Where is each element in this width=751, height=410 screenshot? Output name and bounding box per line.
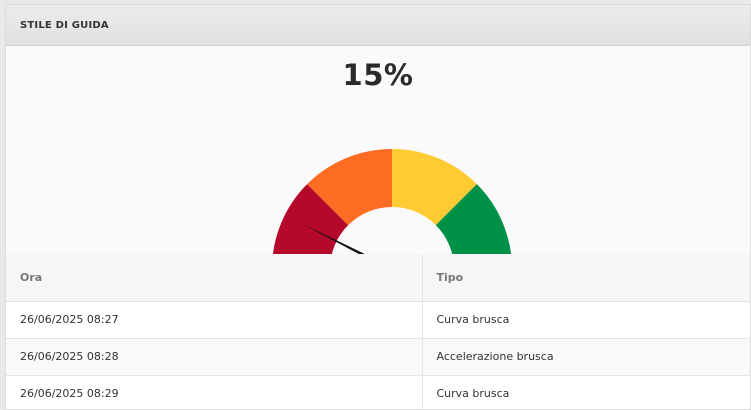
cell-tipo: Accelerazione brusca: [422, 338, 750, 376]
column-header-tipo[interactable]: Tipo: [422, 254, 750, 302]
cell-tipo: Curva brusca: [422, 301, 750, 339]
table-row[interactable]: 26/06/2025 08:27 Curva brusca: [6, 301, 750, 339]
driving-style-panel: STILE DI GUIDA 15% Ora Tipo 26/06/2025 0…: [5, 4, 751, 410]
column-header-ora[interactable]: Ora: [6, 254, 423, 302]
panel-title: STILE DI GUIDA: [20, 19, 109, 31]
cell-ora: 26/06/2025 08:28: [6, 338, 423, 376]
gauge-segment-red: [272, 184, 349, 254]
gauge-segment-orange: [307, 149, 392, 226]
cell-tipo: Curva brusca: [422, 375, 750, 409]
gauge: [272, 149, 512, 254]
panel-header: STILE DI GUIDA: [6, 5, 750, 46]
cell-ora: 26/06/2025 08:29: [6, 375, 423, 409]
table-row[interactable]: 26/06/2025 08:28 Accelerazione brusca: [6, 338, 750, 376]
gauge-segment-green: [435, 184, 512, 254]
gauge-segment-yellow: [392, 149, 477, 226]
events-table: Ora Tipo 26/06/2025 08:27 Curva brusca 2…: [6, 254, 750, 409]
gauge-needle: [301, 223, 365, 254]
gauge-value: 15%: [342, 58, 414, 92]
table-header-row: Ora Tipo: [6, 254, 750, 302]
table-row[interactable]: 26/06/2025 08:29 Curva brusca: [6, 375, 750, 409]
gauge-area: 15%: [6, 46, 750, 254]
cell-ora: 26/06/2025 08:27: [6, 301, 423, 339]
